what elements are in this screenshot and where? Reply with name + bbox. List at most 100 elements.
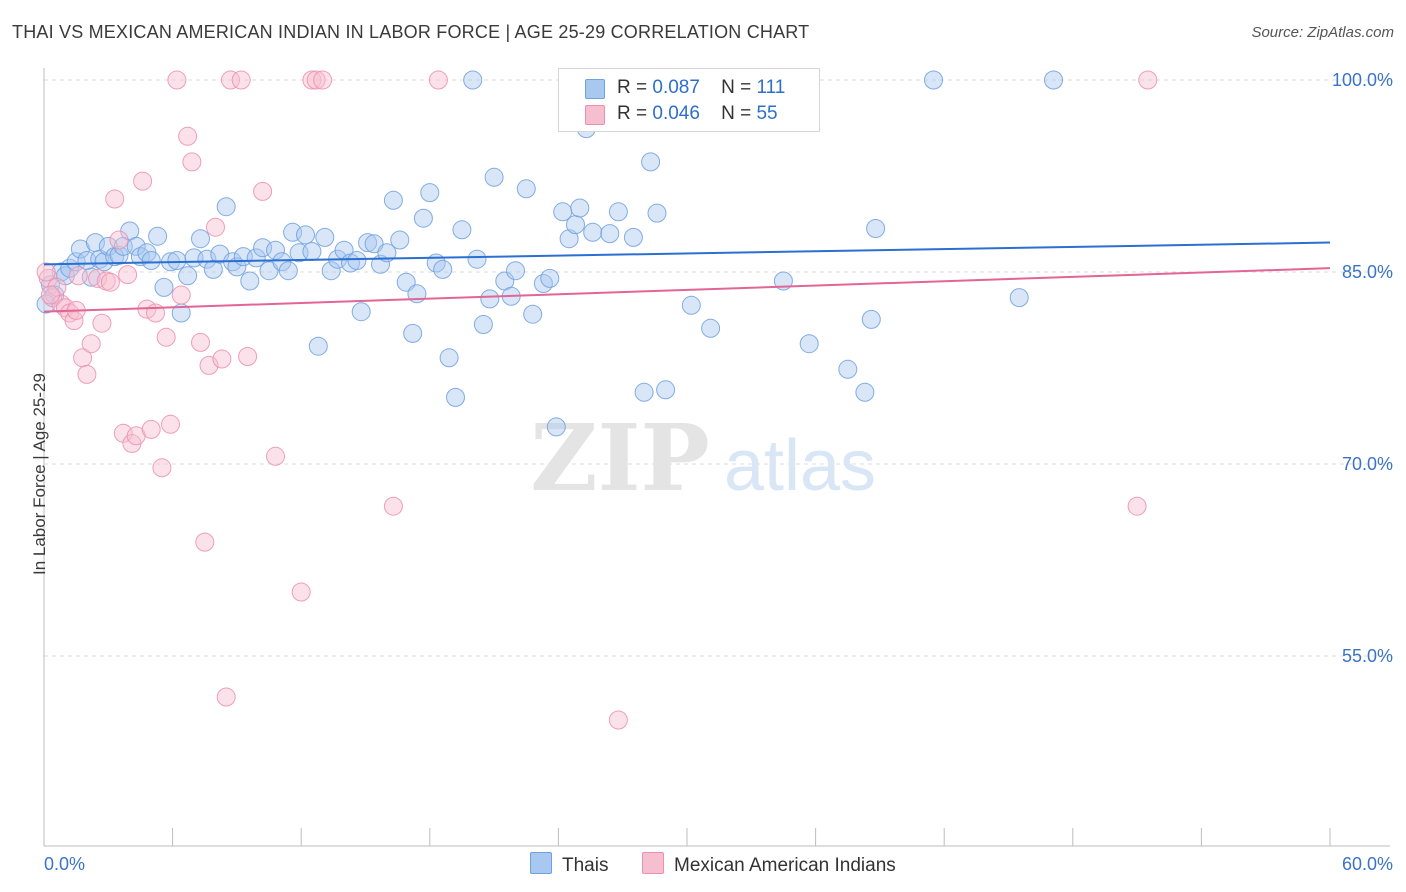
mexican-r-value: 0.046 [652, 103, 700, 124]
watermark-atlas: atlas [724, 426, 876, 506]
mexican-legend-swatch [642, 852, 664, 874]
y-axis-title-wrap: In Labor Force | Age 25-29 [10, 350, 49, 580]
thai-point [413, 208, 433, 228]
mexican-point [302, 70, 322, 90]
thais-legend-label: Thais [562, 855, 609, 876]
source-label: Source: ZipAtlas.com [1251, 24, 1394, 41]
legend-r-label: R = [617, 103, 648, 124]
mexican-trend-line [43, 267, 1331, 313]
series-mexican-american-indians [36, 70, 1158, 730]
legend-n-label: N = [721, 77, 752, 98]
thai-point [321, 261, 341, 281]
thai-point [506, 261, 525, 281]
thai-point [308, 336, 328, 356]
x-tick-label-min: 0.0% [44, 854, 85, 874]
thai-point [278, 261, 298, 281]
mexican-legend-label: Mexican American Indians [674, 855, 896, 876]
mexican-point [68, 266, 88, 286]
thai-point [141, 251, 161, 270]
mexican-point [178, 126, 198, 146]
thai-point [240, 271, 260, 291]
thai-point [197, 249, 217, 269]
mexican-point [313, 70, 333, 90]
thai-point [216, 197, 236, 217]
thai-point [315, 227, 335, 247]
thai-point [484, 167, 504, 187]
mexican-point [608, 710, 628, 730]
thai-point [570, 198, 590, 218]
thai-point [296, 225, 315, 245]
watermark-zip: ZIP [530, 404, 709, 512]
watermark: ZIP atlas [530, 404, 876, 512]
mexican-point [171, 285, 191, 305]
thai-point [566, 215, 585, 235]
series-thais [36, 70, 1063, 437]
y-axis-title: In Labor Force | Age 25-29 [30, 373, 49, 575]
thai-point [681, 295, 701, 315]
thai-point [656, 380, 676, 400]
thai-point [634, 382, 654, 402]
legend-n-label: N = [721, 103, 752, 124]
thai-point [446, 387, 465, 407]
thai-point [433, 259, 453, 279]
mexican-point [306, 70, 326, 90]
thai-point [623, 227, 643, 247]
thai-point [377, 243, 397, 263]
bottom-legend-thais: Thais [530, 852, 608, 877]
mexican-point [231, 70, 251, 90]
mexican-point [266, 446, 285, 466]
thai-point [109, 245, 129, 265]
thai-point [246, 248, 266, 268]
mexican-point [1127, 496, 1147, 516]
mexican-point [133, 171, 153, 191]
mexican-point [1138, 70, 1158, 90]
thai-point [583, 222, 603, 242]
mexican-point [92, 313, 112, 333]
chart-title: THAI VS MEXICAN AMERICAN INDIAN IN LABOR… [12, 22, 810, 42]
mexican-point [100, 272, 120, 292]
thais-legend-swatch [530, 852, 552, 874]
thai-point [866, 219, 886, 238]
thai-point [390, 230, 410, 250]
thai-point [383, 190, 403, 210]
thai-point [546, 417, 566, 437]
thai-point [641, 152, 661, 172]
thai-point [178, 266, 198, 286]
thai-point [838, 359, 858, 379]
thai-point [701, 318, 721, 338]
mexican-point [109, 230, 129, 250]
thai-point [302, 242, 322, 261]
thai-point [463, 70, 483, 90]
mexican-point [161, 414, 180, 434]
thai-point [533, 274, 553, 293]
thai-point [452, 220, 472, 240]
mexican-point [216, 687, 236, 707]
bottom-legend-mexican: Mexican American Indians [642, 852, 896, 877]
thai-point [351, 302, 371, 322]
thai-point [559, 229, 579, 249]
mexican-point [156, 327, 176, 347]
mexican-point [428, 70, 448, 90]
thai-point [480, 289, 500, 309]
thai-point [608, 202, 628, 222]
thai-point [358, 233, 378, 253]
mexican-point [81, 334, 101, 354]
mexican-point [212, 349, 232, 369]
thai-trend-line [43, 241, 1331, 266]
mexican-point [238, 347, 258, 366]
thai-point [167, 251, 187, 270]
thai-point [403, 323, 423, 343]
legend-r-label: R = [617, 77, 648, 98]
thai-point [861, 309, 881, 329]
thai-point [924, 70, 943, 90]
axes-layer [43, 68, 1390, 847]
thai-point [773, 271, 793, 291]
mexican-point [36, 262, 56, 282]
thai-point [600, 224, 620, 244]
thai-point [148, 226, 168, 246]
thai-point [1009, 288, 1029, 308]
mexican-swatch [585, 105, 605, 125]
thai-point [799, 334, 819, 354]
trend-lines [43, 241, 1331, 313]
